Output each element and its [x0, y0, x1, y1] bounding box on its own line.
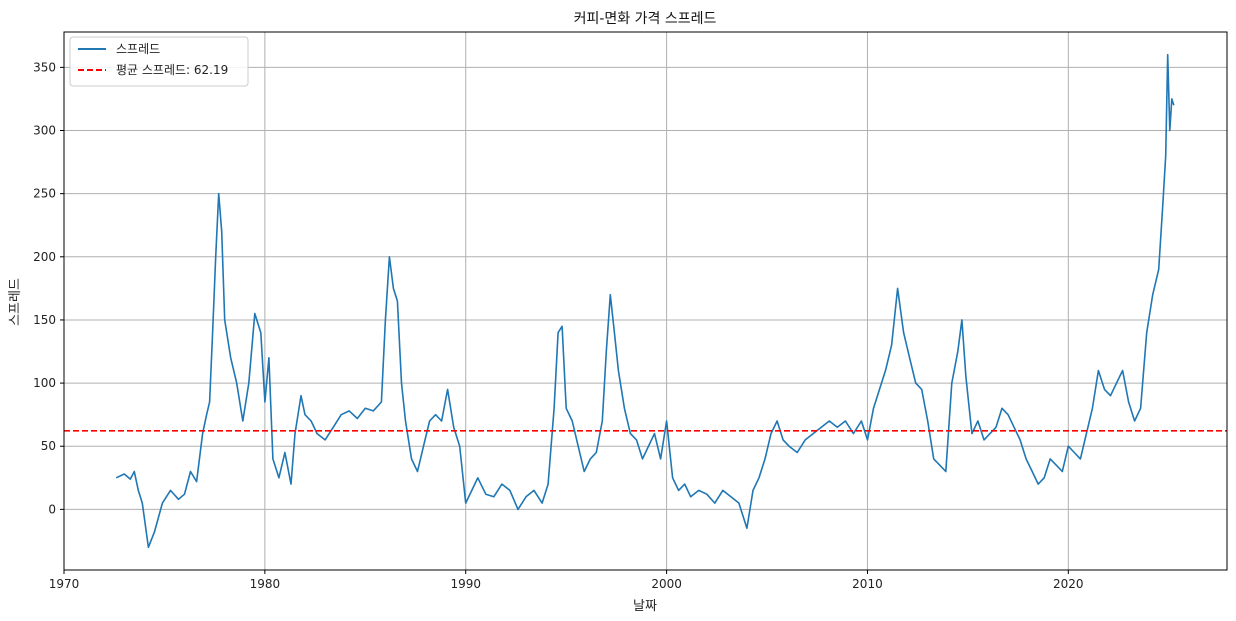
y-tick-label: 200: [33, 250, 56, 264]
y-tick-label: 100: [33, 376, 56, 390]
y-tick-label: 50: [41, 439, 56, 453]
grid-lines: [63, 32, 1227, 570]
y-axis: 0 50 100 150 200 250 300 350: [33, 60, 64, 516]
legend: 스프레드 평균 스프레드: 62.19: [69, 36, 249, 87]
x-tick-label: 1970: [49, 577, 80, 591]
x-axis: 1970 1980 1990 2000 2010 2020: [49, 570, 1084, 591]
legend-label-spread: 스프레드: [116, 42, 160, 56]
x-axis-label: 날짜: [633, 599, 657, 614]
y-tick-label: 0: [48, 502, 56, 516]
x-tick-label: 1980: [250, 577, 281, 591]
y-tick-label: 300: [33, 124, 56, 138]
y-tick-label: 250: [33, 187, 56, 201]
y-axis-label: 스프레드: [8, 278, 23, 326]
legend-box: [69, 36, 249, 87]
series-line-spread: [115, 53, 1175, 549]
legend-label-mean: 평균 스프레드: 62.19: [116, 63, 228, 77]
y-tick-label: 350: [33, 60, 56, 74]
y-tick-label: 150: [33, 313, 56, 327]
x-tick-label: 2020: [1053, 577, 1084, 591]
plot-frame: [63, 31, 1228, 571]
plot-area: [64, 53, 1227, 549]
x-tick-label: 2000: [651, 577, 682, 591]
x-tick-label: 2010: [852, 577, 883, 591]
x-tick-label: 1990: [450, 577, 481, 591]
chart-title: 커피-면화 가격 스프레드: [574, 11, 717, 27]
